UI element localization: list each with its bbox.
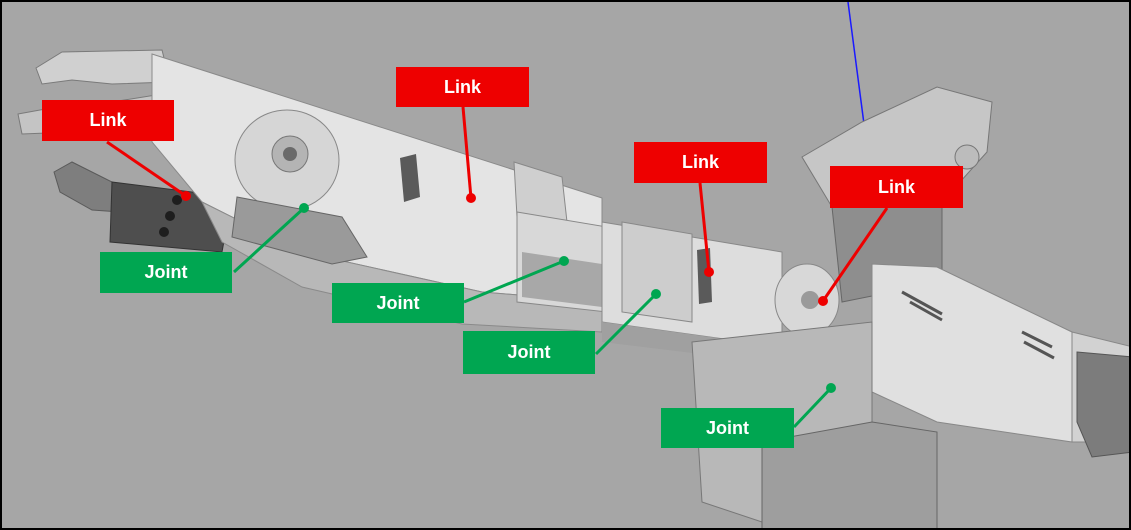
anchor-joint-4 [826,383,836,393]
anchor-link-2 [466,193,476,203]
leader-link-4 [821,207,889,302]
anchor-link-4 [818,296,828,306]
gripper-finger-upper [35,49,171,85]
anchor-joint-1 [299,203,309,213]
leader-joint-1 [232,206,306,274]
link-label-4: Link [830,166,963,208]
wrist-center [283,147,297,161]
anchor-link-3 [704,267,714,277]
jaw-hole [172,195,182,205]
joint-label-4: Joint [661,408,794,448]
leader-link-3 [698,182,711,273]
shoulder-knob [954,144,980,170]
joint-label-2: Joint [332,283,464,323]
main-link-slot [400,154,420,202]
anchor-link-1 [181,191,191,201]
anchor-joint-3 [651,289,661,299]
wrist-bracket [231,196,368,265]
jaw-hole [165,211,175,221]
joint-label-1: Joint [100,252,232,293]
anchor-joint-2 [559,256,569,266]
leader-link-2 [461,106,473,199]
link-label-1: Link [42,100,174,141]
base-lower-servo [761,421,938,528]
z-axis-line [847,2,865,125]
elbow-servo-shade [522,252,602,307]
jaw-hole [159,227,169,237]
joint-label-3: Joint [463,331,595,374]
leader-link-1 [106,140,187,198]
link-label-3: Link [634,142,767,183]
base-right-joint [1076,351,1129,458]
leader-joint-2 [463,259,565,304]
leader-joint-3 [594,292,658,356]
link-label-2: Link [396,67,529,107]
forearm-servo [621,221,693,323]
shoulder-disc-center [801,291,819,309]
leader-joint-4 [792,386,833,429]
base-vent [901,290,1055,360]
